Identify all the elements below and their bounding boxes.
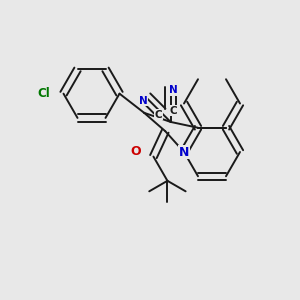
Text: N: N bbox=[139, 95, 148, 106]
Text: N: N bbox=[169, 85, 178, 95]
Text: C: C bbox=[170, 106, 177, 116]
Text: N: N bbox=[179, 146, 189, 158]
Text: Cl: Cl bbox=[37, 87, 50, 100]
Text: C: C bbox=[154, 110, 162, 120]
Text: O: O bbox=[130, 145, 141, 158]
